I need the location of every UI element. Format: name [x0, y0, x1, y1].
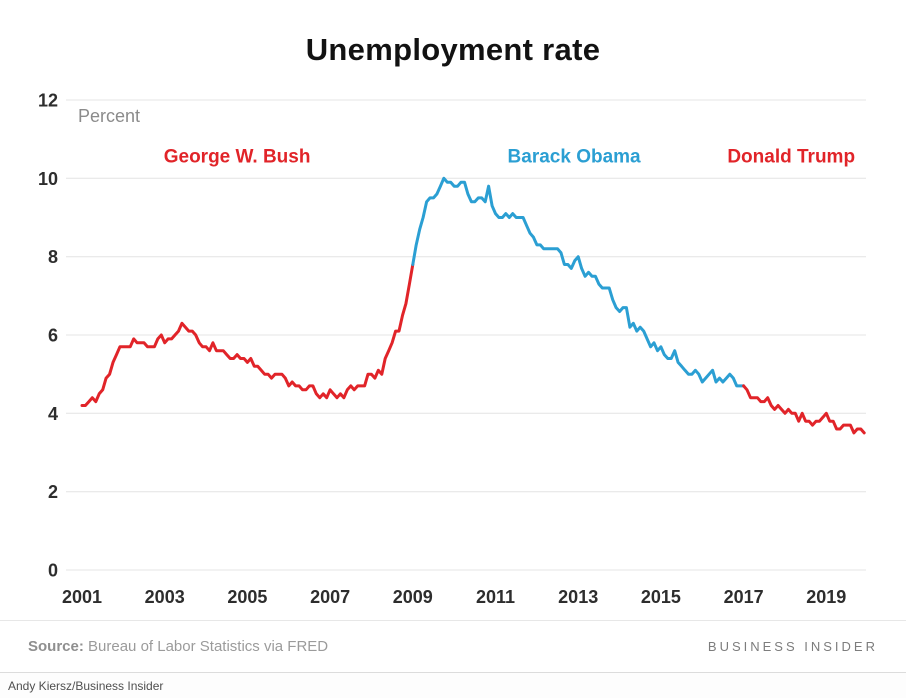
y-tick-label: 12: [38, 91, 58, 111]
annotation-trump: Donald Trump: [727, 147, 855, 168]
y-tick-label: 0: [48, 561, 58, 581]
x-tick-label: 2013: [558, 587, 598, 607]
chart-svg: 0 2 4 6 8 10 12 2001 2003 2005 2007 2009 2011 2013 201…: [38, 91, 866, 607]
source-value: Bureau of Labor Statistics via FRED: [88, 638, 329, 655]
annotation-obama: Barack Obama: [508, 147, 642, 168]
x-tick-label: 2007: [310, 587, 350, 607]
brand-wordmark: BUSINESS INSIDER: [707, 639, 878, 654]
x-tick-label: 2009: [393, 587, 433, 607]
x-tick-label: 2017: [724, 587, 764, 607]
annotation-bush: George W. Bush: [164, 147, 311, 168]
y-tick-label: 4: [48, 404, 58, 424]
source-label: Source:: [28, 638, 84, 655]
series-obama: [411, 176, 746, 388]
x-tick-label: 2015: [641, 587, 681, 607]
y-axis-title: Percent: [78, 106, 140, 126]
y-tick-label: 10: [38, 169, 58, 189]
x-tick-label: 2005: [227, 587, 267, 607]
source-row: Source: Bureau of Labor Statistics via F…: [0, 620, 906, 672]
x-tick-label: 2003: [145, 587, 185, 607]
credit-text: Andy Kiersz/Business Insider: [8, 678, 164, 693]
y-tick-label: 2: [48, 482, 58, 502]
series-trump: [742, 384, 866, 435]
series-bush: [80, 263, 415, 407]
credit-row: Andy Kiersz/Business Insider: [0, 672, 906, 698]
chart-title: Unemployment rate: [305, 32, 601, 67]
source-text: Source: Bureau of Labor Statistics via F…: [28, 638, 328, 655]
chart-figure: 0 2 4 6 8 10 12 2001 2003 2005 2007 2009 2011 2013 201…: [37, 32, 866, 607]
x-tick-label: 2011: [476, 587, 515, 607]
y-tick-label: 8: [48, 247, 58, 267]
x-tick-label: 2019: [806, 587, 846, 607]
x-tick-label: 2001: [62, 587, 102, 607]
y-tick-label: 6: [48, 326, 58, 346]
